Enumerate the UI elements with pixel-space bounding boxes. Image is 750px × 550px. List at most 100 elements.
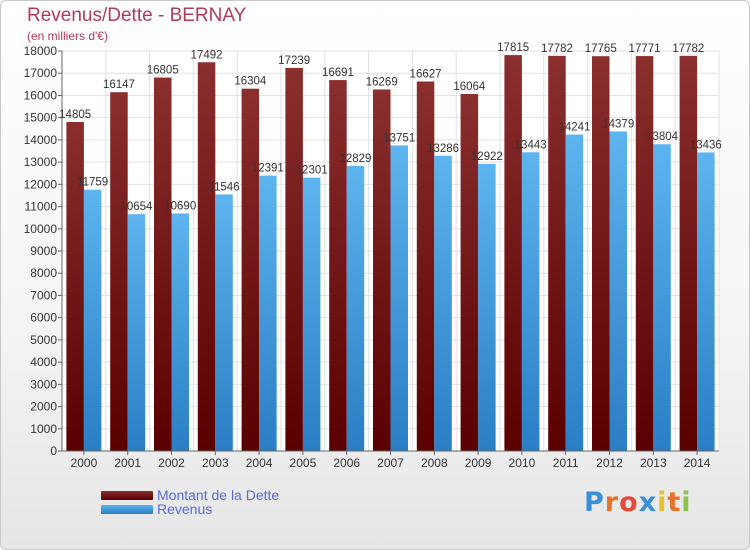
y-tick-label: 14000 xyxy=(24,133,58,147)
bar-revenus xyxy=(390,145,408,451)
data-labels: 14805 11759 16147 10654 16805 10690 17492 11546… xyxy=(59,42,722,213)
data-label-revenus: 11759 xyxy=(77,177,108,189)
bar-revenus xyxy=(478,163,496,451)
chart-subtitle: (en milliers d'€) xyxy=(27,29,108,43)
bars xyxy=(66,55,715,452)
bar-revenus xyxy=(259,175,277,451)
data-label-debt: 16805 xyxy=(147,65,179,77)
bar-debt xyxy=(548,55,566,451)
data-label-debt: 17492 xyxy=(191,49,223,61)
logo-letter: o xyxy=(619,487,639,518)
x-tick-label: 2003 xyxy=(202,456,229,470)
bar-debt xyxy=(504,55,522,451)
data-label-debt: 17782 xyxy=(672,43,704,55)
bar-debt xyxy=(197,62,216,452)
bar-revenus xyxy=(653,144,671,451)
x-tick-label: 2005 xyxy=(290,456,317,470)
legend-label-revenus: Revenus xyxy=(157,501,213,517)
bar-debt xyxy=(329,80,347,451)
data-label-revenus: 12301 xyxy=(296,165,328,177)
data-label-revenus: 13436 xyxy=(690,139,722,151)
data-label-revenus: 13751 xyxy=(383,132,415,144)
y-tick-label: 8000 xyxy=(30,266,57,280)
data-label-revenus: 12922 xyxy=(471,151,503,163)
logo-letter: x xyxy=(638,487,658,518)
data-label-revenus: 10690 xyxy=(164,200,196,212)
data-label-revenus: 12391 xyxy=(252,163,284,175)
axes: 0 1000 2000 3000 4000 5000 6000 7000 8000 9000 100… xyxy=(24,44,719,470)
bar-debt xyxy=(635,56,654,451)
bar-revenus xyxy=(565,134,584,452)
x-tick-label: 2004 xyxy=(246,456,273,470)
logo-letter: i xyxy=(657,487,668,518)
x-tick-label: 2012 xyxy=(596,456,623,470)
y-tick-label: 2000 xyxy=(30,400,57,414)
x-tick-label: 2013 xyxy=(640,456,667,470)
legend-item-debt: Montant de la Dette xyxy=(101,487,279,503)
legend-label-debt: Montant de la Dette xyxy=(157,487,280,503)
bar-debt xyxy=(66,122,84,451)
bar-debt xyxy=(241,88,260,451)
bar-revenus xyxy=(346,165,365,451)
y-tick-label: 13000 xyxy=(24,155,58,169)
data-label-debt: 17771 xyxy=(629,43,661,55)
x-tick-label: 2010 xyxy=(509,456,536,470)
y-tick-label: 16000 xyxy=(24,88,58,102)
logo-letter: P xyxy=(584,487,605,518)
data-label-debt: 16627 xyxy=(410,69,442,81)
bar-debt xyxy=(110,92,128,451)
y-tick-label: 0 xyxy=(50,444,57,458)
y-tick-label: 4000 xyxy=(30,355,57,369)
bar-debt xyxy=(285,67,303,452)
y-tick-label: 17000 xyxy=(24,66,58,80)
bar-debt xyxy=(416,81,435,451)
x-tick-label: 2007 xyxy=(377,456,404,470)
y-tick-label: 5000 xyxy=(30,333,57,347)
data-label-debt: 17765 xyxy=(585,43,617,55)
chart-title: Revenus/Dette - BERNAY xyxy=(27,5,247,26)
y-tick-label: 11000 xyxy=(25,200,58,214)
y-tick-label: 3000 xyxy=(30,377,57,391)
data-label-revenus: 14241 xyxy=(558,122,590,134)
data-label-revenus: 11546 xyxy=(208,181,239,193)
bar-debt xyxy=(373,89,391,451)
x-tick-label: 2000 xyxy=(71,456,98,470)
data-label-debt: 16304 xyxy=(234,76,267,88)
data-label-revenus: 12829 xyxy=(339,153,371,165)
data-label-revenus: 13443 xyxy=(515,139,547,151)
data-label-debt: 16064 xyxy=(453,81,486,93)
bar-revenus xyxy=(697,152,715,451)
bar-revenus xyxy=(302,177,321,451)
bar-revenus xyxy=(83,189,102,451)
y-tick-label: 18000 xyxy=(24,44,58,58)
bar-debt xyxy=(679,55,698,451)
bar-revenus xyxy=(215,194,233,451)
x-tick-label: 2002 xyxy=(158,456,185,470)
y-tick-label: 1000 xyxy=(30,422,57,436)
data-label-debt: 17239 xyxy=(278,55,310,67)
x-tick-label: 2008 xyxy=(421,456,448,470)
bar-debt xyxy=(154,77,172,452)
y-tick-label: 10000 xyxy=(24,222,58,236)
data-label-debt: 17815 xyxy=(497,42,529,54)
bar-revenus xyxy=(171,213,189,451)
bar-debt xyxy=(460,94,479,452)
x-tick-label: 2001 xyxy=(114,456,141,470)
data-label-debt: 16147 xyxy=(103,79,135,91)
bar-revenus xyxy=(434,155,452,451)
y-tick-label: 15000 xyxy=(24,111,58,125)
data-label-debt: 16691 xyxy=(322,67,354,79)
data-label-debt: 16269 xyxy=(366,76,398,88)
logo-letter: r xyxy=(604,487,620,518)
data-label-revenus: 14379 xyxy=(602,118,634,130)
y-tick-label: 9000 xyxy=(30,244,57,258)
x-tick-label: 2009 xyxy=(465,456,492,470)
bar-debt xyxy=(592,56,610,451)
x-tick-label: 2014 xyxy=(684,456,711,470)
x-tick-label: 2011 xyxy=(553,456,579,470)
data-label-debt: 14805 xyxy=(59,109,91,121)
legend-swatch-debt xyxy=(101,490,153,500)
y-tick-label: 7000 xyxy=(30,288,57,302)
